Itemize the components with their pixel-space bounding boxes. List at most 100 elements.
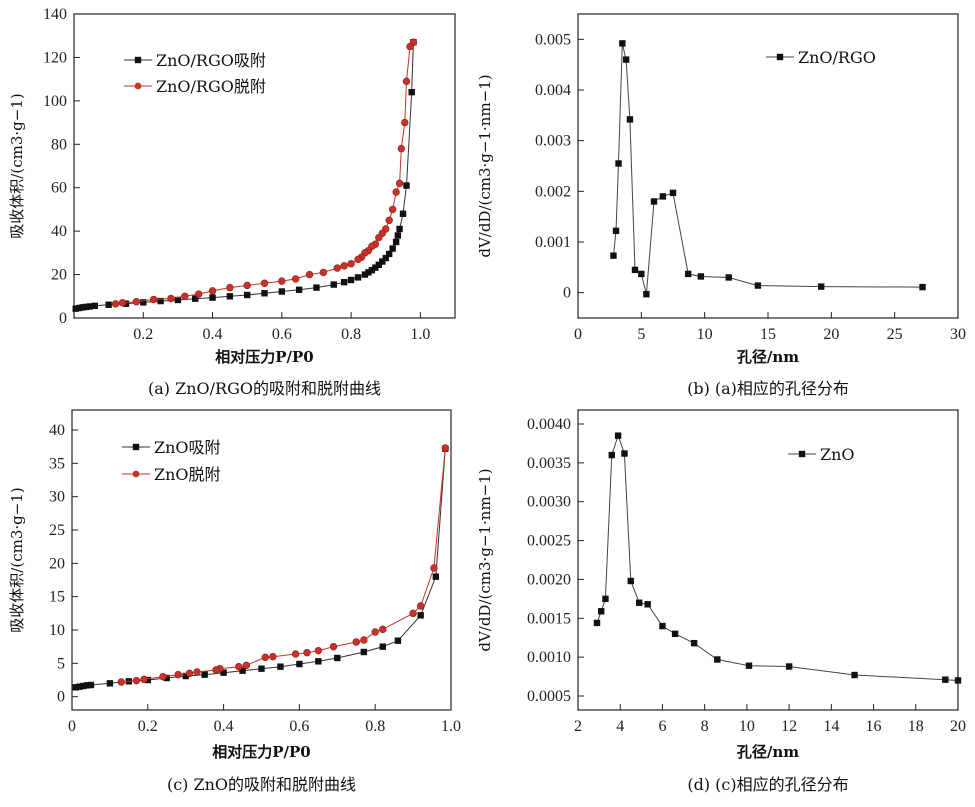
series-c-1: [117, 444, 450, 686]
data-point: [669, 189, 677, 197]
y-tick-label: 0.005: [535, 31, 571, 48]
legend-label: ZnO/RGO: [798, 48, 876, 67]
data-point: [409, 609, 417, 618]
data-point: [117, 678, 125, 686]
x-tick-label: 0.2: [138, 718, 158, 735]
y-tick-label: 80: [51, 136, 67, 153]
data-point: [319, 268, 328, 277]
data-point: [212, 666, 220, 674]
data-point: [602, 595, 609, 603]
data-point: [396, 225, 403, 233]
y-tick-label: 140: [43, 6, 67, 23]
data-point: [132, 298, 141, 306]
data-point: [260, 279, 269, 287]
data-point: [610, 252, 617, 259]
x-axis-label: 孔径/nm: [737, 348, 799, 366]
data-point: [690, 639, 698, 647]
x-tick-label: 15: [760, 326, 776, 343]
legend-item: ZnO/RGO吸附: [124, 51, 266, 70]
x-tick-label: 0.4: [214, 718, 234, 735]
legend-item: ZnO/RGO: [766, 48, 876, 67]
x-tick-label: 8: [701, 718, 709, 735]
y-tick-label: 35: [49, 455, 65, 472]
data-point: [333, 264, 341, 272]
data-point: [375, 233, 383, 242]
y-tick-label: 5: [57, 655, 65, 672]
y-axis-label: dV/dD/(cm3·g−1·nm−1): [476, 468, 494, 651]
data-point: [76, 683, 83, 690]
y-tick-label: 0: [563, 285, 571, 302]
data-point: [106, 680, 114, 687]
data-point: [144, 676, 151, 684]
data-point: [397, 144, 406, 153]
data-point: [239, 667, 246, 674]
data-point: [140, 299, 147, 306]
data-point: [371, 628, 379, 636]
legend-marker: [776, 53, 784, 61]
legend-marker: [132, 470, 140, 478]
data-point: [408, 88, 415, 96]
chart-panel-b: 0 5 10 15 20 25 30 0 0.001 0.002 0.003 0.004 0.005 孔径…: [476, 13, 966, 398]
y-axis-label: 吸收体积/(cm3·g−1): [8, 93, 26, 238]
data-point: [209, 294, 216, 301]
data-point: [340, 278, 348, 286]
data-point: [392, 238, 400, 246]
data-point: [432, 573, 440, 580]
data-point: [671, 630, 679, 638]
legend-marker: [132, 443, 140, 451]
chart-panel-a: 0.2 0.4 0.6 0.8 1.0 0 20 40 60 80 100 120 140 相对压力P/P…: [8, 6, 456, 398]
y-tick-label: 40: [49, 422, 65, 439]
data-point: [347, 260, 355, 268]
data-point: [80, 682, 87, 690]
y-tick-label: 0.0020: [527, 571, 571, 588]
series-b-0: [610, 40, 926, 298]
y-tick-label: 0.0015: [527, 610, 571, 627]
data-point: [631, 266, 639, 274]
data-point: [226, 283, 234, 292]
x-tick-label: 20: [823, 326, 839, 343]
series-d-0: [593, 432, 962, 684]
y-tick-label: 10: [49, 622, 65, 639]
data-point: [111, 300, 120, 308]
data-point: [385, 250, 393, 258]
data-point: [72, 305, 79, 312]
legend-marker: [134, 56, 142, 64]
data-point: [86, 303, 93, 310]
x-tick-label: 0.6: [272, 326, 292, 343]
data-point: [163, 674, 170, 682]
data-point: [365, 269, 372, 276]
data-point: [182, 672, 189, 680]
data-point: [296, 660, 303, 668]
data-point: [360, 648, 368, 656]
data-point: [942, 676, 949, 683]
data-point: [379, 258, 386, 265]
data-point: [659, 622, 666, 630]
x-tick-label: 0.2: [133, 326, 153, 343]
data-point: [593, 619, 601, 627]
legend-marker: [134, 82, 142, 90]
data-point: [395, 179, 404, 188]
x-tick-label: 0.6: [289, 718, 309, 735]
data-point: [754, 282, 762, 289]
legend-label: ZnO/RGO脱附: [156, 77, 266, 96]
data-point: [157, 297, 164, 305]
x-tick-label: 16: [866, 718, 882, 735]
series-line: [613, 43, 923, 295]
data-point: [638, 270, 645, 278]
data-point: [291, 650, 300, 658]
x-axis-label: 孔径/nm: [737, 743, 799, 761]
legend-label: ZnO吸附: [154, 438, 221, 457]
data-point: [305, 270, 314, 279]
y-tick-label: 0.001: [535, 234, 571, 251]
data-point: [636, 599, 643, 606]
data-point: [372, 264, 379, 271]
data-point: [91, 302, 98, 310]
data-point: [159, 672, 167, 681]
data-point: [352, 638, 360, 646]
data-point: [406, 42, 414, 51]
data-point: [278, 288, 286, 295]
x-tick-label: 10: [739, 718, 755, 735]
data-point: [149, 295, 158, 304]
data-point: [745, 662, 753, 669]
data-point: [379, 643, 386, 650]
